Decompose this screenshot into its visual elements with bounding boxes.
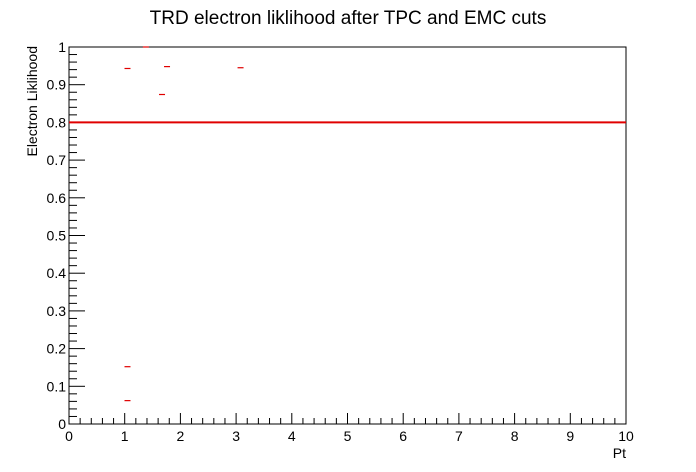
y-axis-label: Electron Liklihood bbox=[24, 46, 40, 157]
y-axis: 0 0.1 0.2 0.3 0.4 0.5 0.6 0.7 0.8 0.9 1 bbox=[47, 39, 85, 432]
chart-title: TRD electron liklihood after TPC and EMC… bbox=[150, 8, 547, 29]
y-tick-label: 0.5 bbox=[47, 228, 67, 244]
y-tick-label: 0.1 bbox=[47, 378, 67, 394]
x-tick-label: 6 bbox=[399, 428, 407, 444]
y-tick-label: 0.6 bbox=[47, 190, 67, 206]
y-tick-label: 0.8 bbox=[47, 114, 67, 130]
y-tick-label: 0.9 bbox=[47, 77, 67, 93]
y-tick-label: 0.2 bbox=[47, 341, 67, 357]
y-tick-label: 0 bbox=[58, 416, 66, 432]
plot-frame bbox=[68, 46, 627, 425]
data-marks bbox=[69, 46, 626, 402]
x-axis: 0 1 2 3 4 5 6 7 8 9 10 bbox=[65, 413, 634, 444]
y-tick-label: 0.7 bbox=[47, 152, 67, 168]
x-tick-label: 2 bbox=[177, 428, 185, 444]
x-tick-label: 1 bbox=[121, 428, 129, 444]
x-tick-label: 10 bbox=[618, 428, 634, 444]
x-tick-label: 8 bbox=[511, 428, 519, 444]
x-tick-label: 4 bbox=[288, 428, 296, 444]
y-tick-label: 0.4 bbox=[47, 265, 67, 281]
x-tick-label: 9 bbox=[566, 428, 574, 444]
x-tick-label: 5 bbox=[344, 428, 352, 444]
x-tick-label: 7 bbox=[455, 428, 463, 444]
x-axis-label: Pt bbox=[613, 445, 626, 461]
y-tick-label: 1 bbox=[58, 39, 66, 55]
x-tick-label: 0 bbox=[65, 428, 73, 444]
x-tick-label: 3 bbox=[232, 428, 240, 444]
y-tick-label: 0.3 bbox=[47, 303, 67, 319]
